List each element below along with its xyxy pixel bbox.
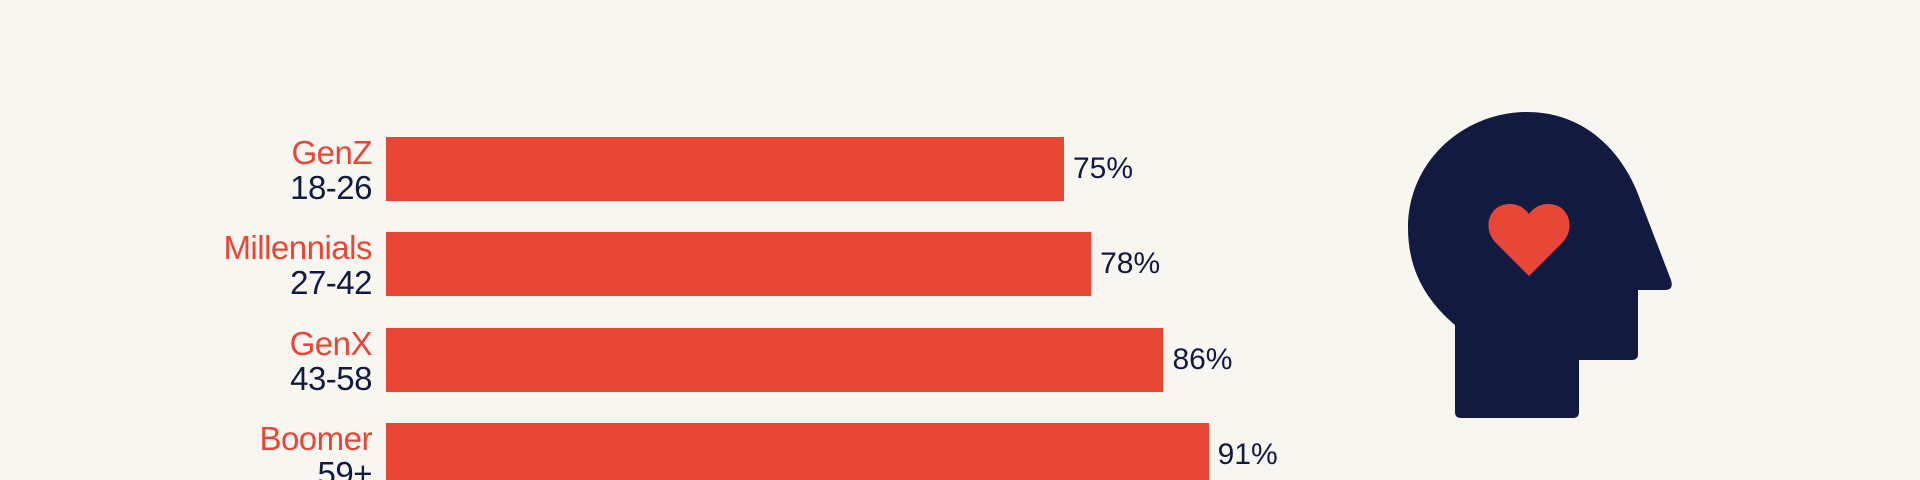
category-name: GenZ (291, 134, 372, 171)
category-label: Boomer 59+ (259, 422, 372, 480)
value-label: 86% (1172, 343, 1233, 376)
age-range-label: 59+ (317, 455, 373, 480)
bar (386, 232, 1092, 296)
value-label: 91% (1217, 438, 1278, 471)
bar (386, 423, 1209, 480)
bar (386, 137, 1064, 201)
value-label: 78% (1100, 247, 1161, 280)
head-with-heart-icon (1408, 112, 1672, 418)
age-range-label: 27-42 (290, 264, 372, 301)
age-range-label: 18-26 (290, 169, 372, 206)
age-range-label: 43-58 (290, 360, 372, 397)
category-label: Millennials 27-42 (223, 231, 372, 299)
bar (386, 328, 1164, 392)
category-name: Millennials (223, 229, 372, 266)
heart-shape (1488, 204, 1570, 276)
category-name: Boomer (259, 420, 372, 457)
category-label: GenZ 18-26 (290, 136, 372, 204)
category-label: GenX 43-58 (289, 325, 373, 397)
value-label: 75% (1073, 152, 1134, 185)
category-name: GenX (289, 325, 373, 362)
